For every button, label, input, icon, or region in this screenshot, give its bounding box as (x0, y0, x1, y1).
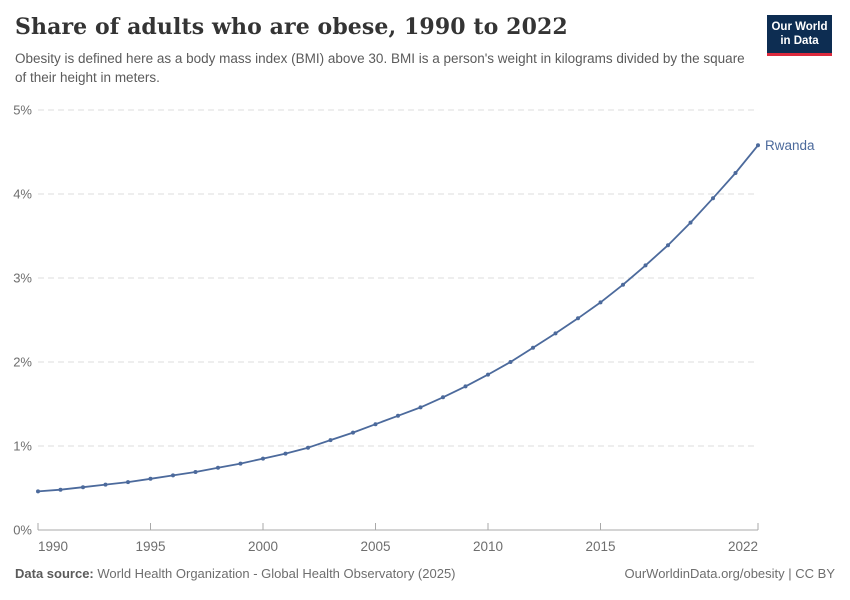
data-point-Rwanda-2018[interactable] (666, 243, 670, 248)
data-point-Rwanda-2017[interactable] (643, 263, 648, 268)
owid-logo-accent-strip (767, 52, 832, 56)
data-point-Rwanda-1996[interactable] (171, 473, 175, 478)
series-line-Rwanda[interactable] (37, 144, 759, 493)
series-end-label-Rwanda[interactable]: Rwanda (765, 138, 815, 153)
data-point-Rwanda-1992[interactable] (81, 485, 85, 490)
data-point-Rwanda-1991[interactable] (58, 487, 63, 492)
data-point-Rwanda-2010[interactable] (486, 372, 490, 377)
y-tick-label-5%: 5% (13, 103, 32, 118)
owid-logo-line1: Our World (771, 21, 828, 33)
chart-subtitle: Obesity is defined here as a body mass i… (15, 51, 745, 86)
data-point-Rwanda-2002[interactable] (306, 445, 310, 450)
line-chart: 0% 1% 2% 3% 4% 5% 1990 1995 2000 2005 2010 2015 2022… (0, 98, 850, 568)
data-source-text: World Health Organization - Global Healt… (93, 566, 456, 581)
data-point-Rwanda-2000[interactable] (261, 456, 265, 461)
y-tick-label-4%: 4% (13, 187, 32, 202)
x-tick-label-1995: 1995 (135, 539, 165, 554)
x-tick-label-2000: 2000 (248, 539, 278, 554)
data-point-Rwanda-2021[interactable] (733, 171, 738, 175)
owid-logo[interactable]: Our World in Data (767, 15, 832, 56)
chart-title: Share of adults who are obese, 1990 to 2… (15, 14, 568, 40)
data-point-Rwanda-2014[interactable] (576, 316, 580, 321)
y-tick-label-1%: 1% (13, 439, 32, 454)
data-point-Rwanda-1998[interactable] (216, 465, 220, 470)
credit-link[interactable]: OurWorldinData.org/obesity | CC BY (624, 566, 836, 581)
data-point-Rwanda-2016[interactable] (621, 282, 625, 287)
data-point-Rwanda-2022[interactable] (756, 143, 760, 148)
chart-header: Share of adults who are obese, 1990 to 2… (15, 14, 760, 87)
x-tick-label-2010: 2010 (473, 539, 503, 554)
x-tick-label-2022: 2022 (728, 539, 758, 554)
data-point-Rwanda-2004[interactable] (351, 430, 355, 435)
x-tick-label-2005: 2005 (360, 539, 390, 554)
data-point-Rwanda-2020[interactable] (711, 196, 715, 201)
data-point-Rwanda-1997[interactable] (193, 470, 198, 474)
data-point-Rwanda-2001[interactable] (283, 451, 288, 456)
x-tick-label-2015: 2015 (585, 539, 615, 554)
data-point-Rwanda-2019[interactable] (688, 220, 693, 225)
chart-footer: Data source: World Health Organization -… (15, 566, 835, 581)
data-point-Rwanda-1990[interactable] (36, 489, 40, 494)
data-point-Rwanda-1999[interactable] (238, 461, 243, 466)
data-point-Rwanda-2007[interactable] (418, 405, 423, 410)
data-point-Rwanda-2011[interactable] (508, 360, 513, 364)
data-point-Rwanda-1994[interactable] (126, 480, 130, 485)
data-point-Rwanda-1995[interactable] (148, 476, 153, 481)
y-tick-label-0%: 0% (13, 523, 32, 538)
data-source: Data source: World Health Organization -… (15, 566, 456, 581)
y-tick-label-3%: 3% (13, 271, 32, 286)
data-source-label: Data source: (15, 566, 94, 581)
owid-logo-line2: in Data (780, 35, 819, 48)
x-tick-label-1990: 1990 (38, 539, 68, 554)
data-point-Rwanda-1993[interactable] (103, 482, 108, 487)
data-point-Rwanda-2009[interactable] (463, 384, 468, 389)
data-point-Rwanda-2005[interactable] (373, 422, 378, 427)
y-tick-label-2%: 2% (13, 355, 32, 370)
data-point-Rwanda-2015[interactable] (598, 300, 603, 305)
chart-canvas[interactable]: 0% 1% 2% 3% 4% 5% 1990 1995 2000 2005 2010 2015 2022… (0, 98, 850, 568)
data-point-Rwanda-2013[interactable] (553, 331, 558, 336)
data-point-Rwanda-2006[interactable] (396, 413, 400, 418)
data-point-Rwanda-2003[interactable] (328, 438, 333, 443)
data-point-Rwanda-2012[interactable] (531, 345, 535, 350)
data-point-Rwanda-2008[interactable] (441, 395, 445, 400)
